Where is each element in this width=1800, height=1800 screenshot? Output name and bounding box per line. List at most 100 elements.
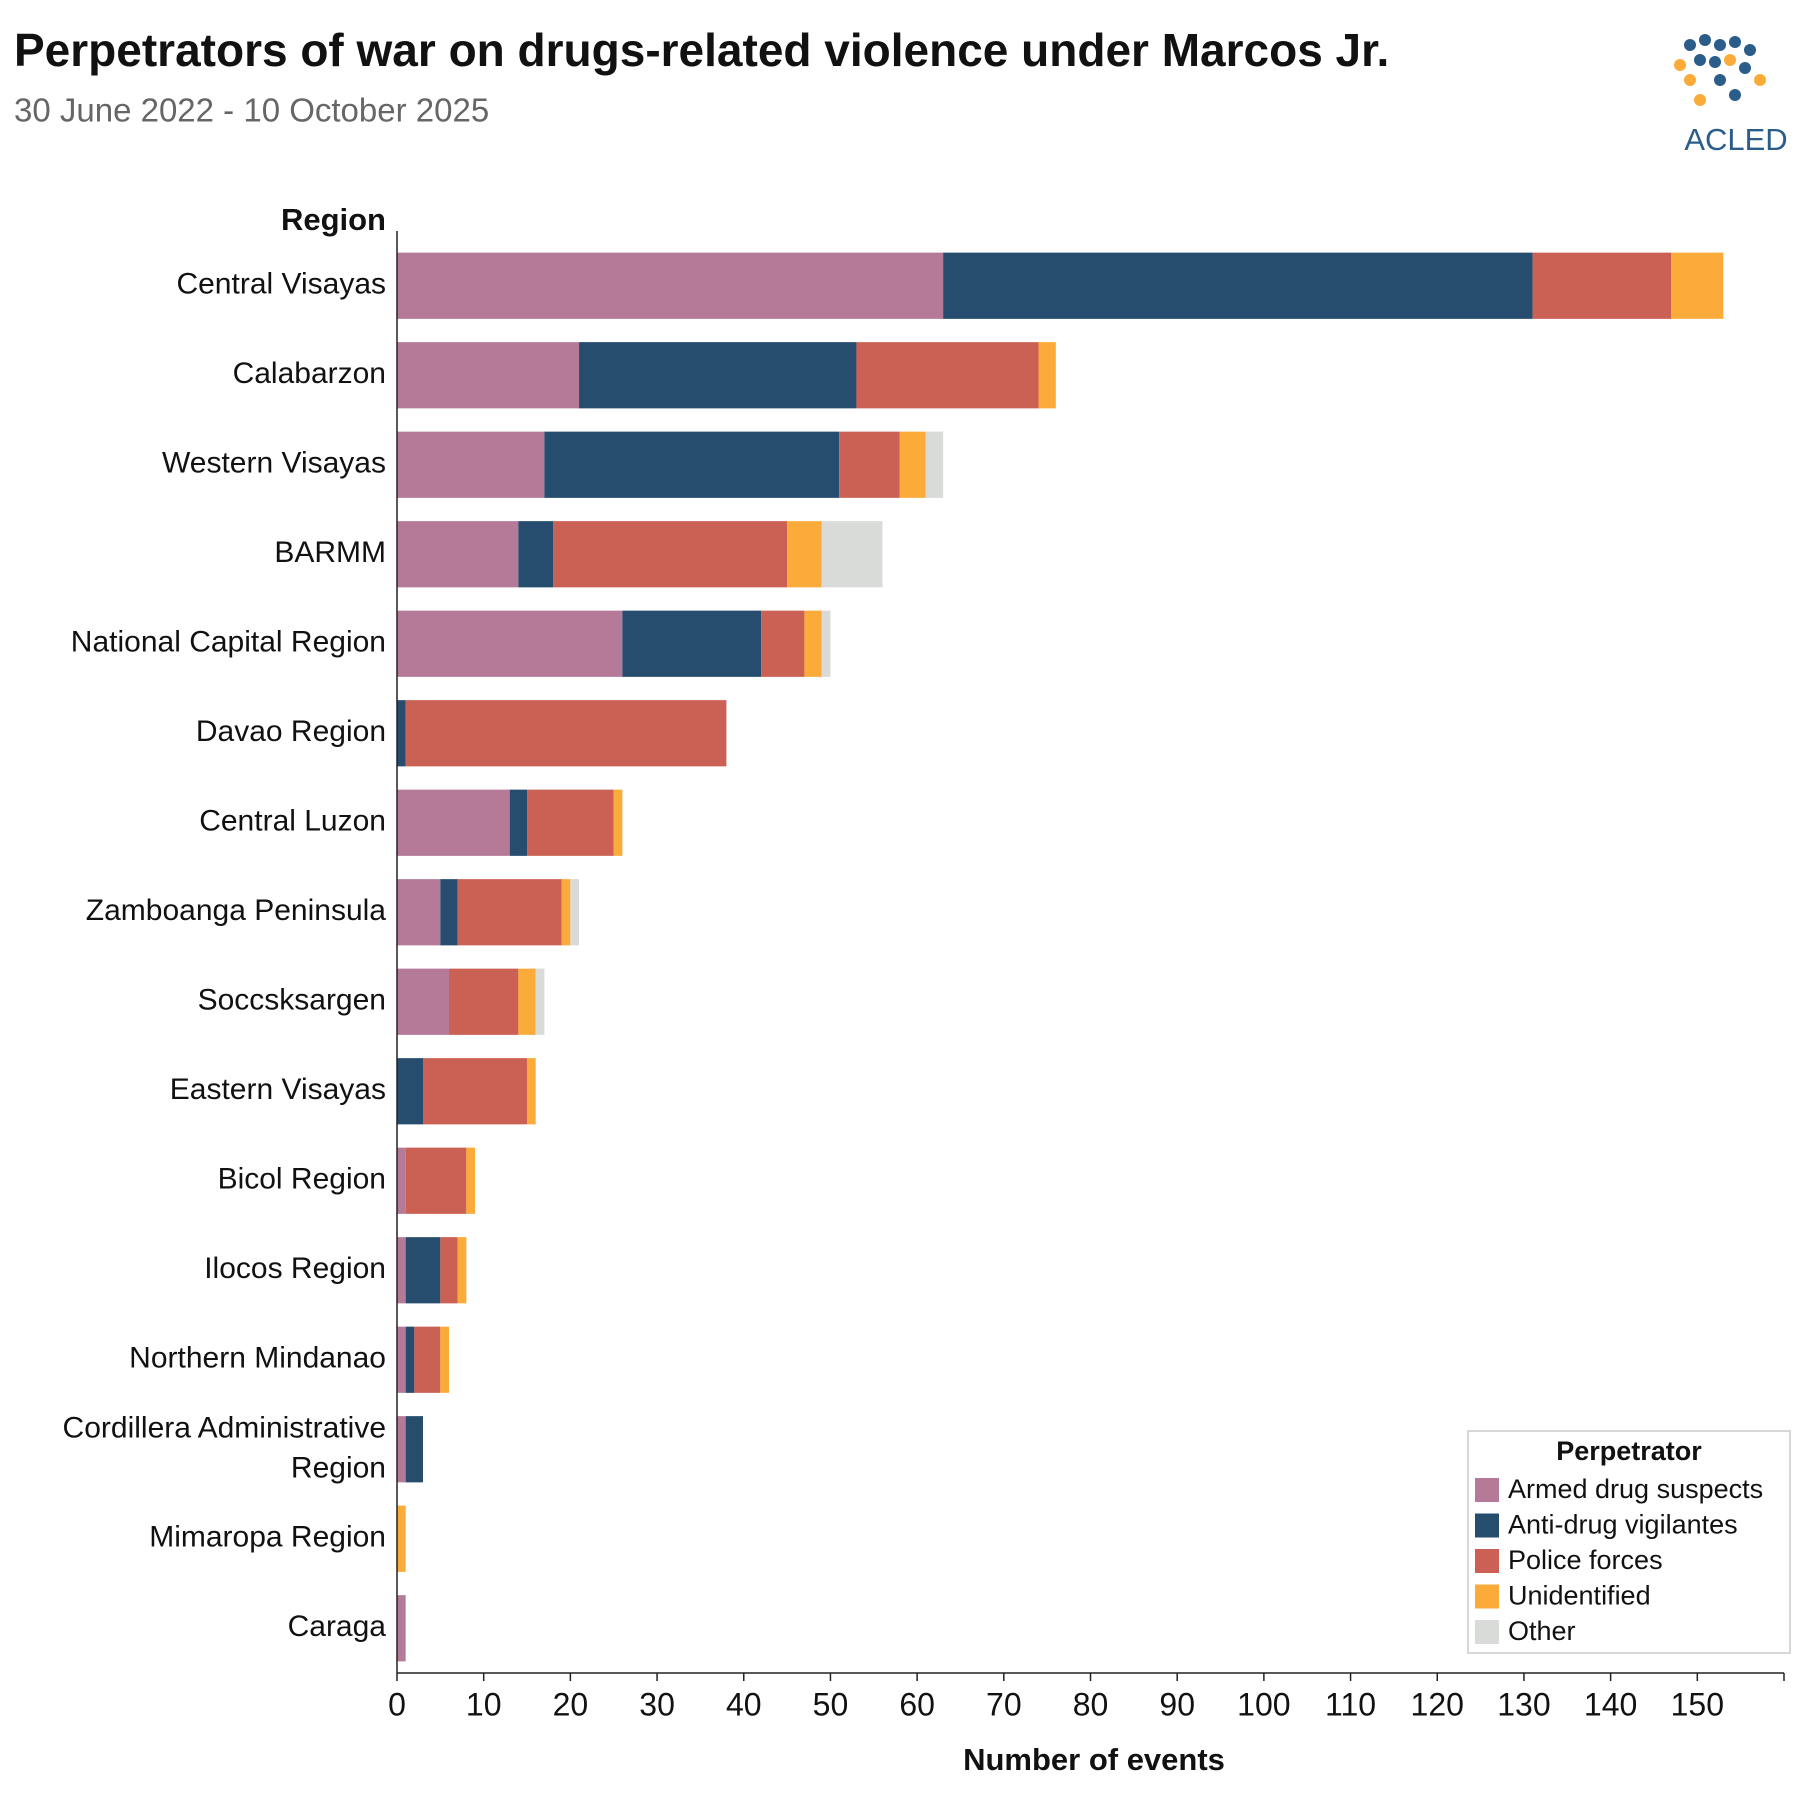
bar-segment	[397, 342, 580, 409]
legend: Perpetrator Armed drug suspects Anti-drug …	[1467, 1430, 1791, 1654]
bar-segment	[613, 789, 623, 856]
y-axis-title: Region	[281, 202, 386, 237]
bar-segment	[787, 521, 822, 588]
bar-segment	[423, 1058, 528, 1125]
bar-segment	[570, 879, 580, 946]
x-tick-label: 120	[1411, 1686, 1464, 1722]
legend-label: Police forces	[1508, 1545, 1663, 1575]
bar-segment	[440, 879, 458, 946]
x-tick-label: 150	[1671, 1686, 1724, 1722]
bar-segment	[397, 879, 441, 946]
bar-segment	[397, 968, 450, 1035]
bar-segment	[466, 1147, 476, 1214]
x-tick-label: 90	[1159, 1686, 1195, 1722]
bar-segment	[397, 521, 519, 588]
bar-segment	[405, 700, 727, 767]
y-tick-label: Central Luzon	[199, 805, 386, 838]
logo	[1674, 34, 1766, 106]
bar-segment	[397, 610, 623, 677]
x-tick-label: 40	[726, 1686, 762, 1722]
bar-segment	[1038, 342, 1056, 409]
bar-segment	[1532, 252, 1672, 319]
logo-dot	[1699, 34, 1711, 46]
bar-segment	[856, 342, 1039, 409]
logo-dot	[1714, 74, 1726, 86]
logo-dot	[1729, 36, 1741, 48]
bar-segment	[518, 521, 554, 588]
bar-segment	[397, 700, 406, 767]
y-tick-label: Calabarzon	[233, 357, 386, 390]
y-tick-label: Central Visayas	[176, 268, 386, 301]
bar-segment	[397, 1326, 406, 1393]
legend-title: Perpetrator	[1556, 1436, 1702, 1466]
logo-dot	[1684, 39, 1696, 51]
bar-segment	[405, 1147, 467, 1214]
y-tick-label: Ilocos Region	[204, 1252, 386, 1285]
bar-segment	[397, 1237, 406, 1304]
legend-swatch	[1475, 1549, 1499, 1573]
bar-segment	[509, 789, 528, 856]
logo-dot	[1714, 39, 1726, 51]
bar-segment	[899, 431, 926, 498]
bar-segment	[925, 431, 944, 498]
legend-label: Armed drug suspects	[1508, 1474, 1763, 1504]
legend-swatch	[1475, 1620, 1499, 1644]
logo-dot	[1684, 74, 1696, 86]
bar-segment	[397, 1505, 406, 1572]
bar-segment	[535, 968, 545, 1035]
bar-segment	[414, 1326, 441, 1393]
logo-text: ACLED	[1684, 122, 1787, 157]
bar-segment	[449, 968, 519, 1035]
y-tick-label: Zamboanga Peninsula	[86, 894, 387, 927]
bar-segment	[397, 1595, 406, 1662]
chart-title: Perpetrators of war on drugs-related vio…	[14, 24, 1389, 76]
logo-dot	[1739, 62, 1751, 74]
logo-dot	[1674, 59, 1686, 71]
chart-subtitle: 30 June 2022 - 10 October 2025	[14, 92, 489, 129]
bar-segment	[761, 610, 805, 677]
legend-box	[1467, 1430, 1791, 1654]
x-tick-label: 50	[813, 1686, 849, 1722]
x-tick-label: 110	[1325, 1686, 1376, 1722]
bar-segment	[405, 1326, 415, 1393]
bar-segment	[405, 1416, 424, 1483]
bar-segment	[457, 1237, 467, 1304]
x-tick-label: 10	[466, 1686, 502, 1722]
y-tick-label: Mimaropa Region	[149, 1521, 386, 1554]
bar-segment	[397, 252, 944, 319]
bar-segment	[804, 610, 822, 677]
logo-dot	[1744, 44, 1756, 56]
x-tick-label: 140	[1584, 1686, 1637, 1722]
bar-segment	[457, 879, 562, 946]
x-tick-label: 100	[1237, 1686, 1290, 1722]
bar-segment	[405, 1237, 441, 1304]
bar-segment	[397, 1147, 406, 1214]
y-tick-label: Bicol Region	[218, 1163, 386, 1196]
bar-segment	[518, 968, 536, 1035]
logo-dot	[1754, 74, 1766, 86]
bar-segment	[579, 342, 857, 409]
bar-segment	[553, 521, 788, 588]
logo-dot	[1694, 94, 1706, 106]
legend-label: Anti-drug vigilantes	[1508, 1510, 1738, 1540]
logo-dot	[1724, 54, 1736, 66]
y-tick-label: Eastern Visayas	[170, 1073, 386, 1106]
y-tick-label: Davao Region	[196, 715, 386, 748]
bar-segment	[397, 431, 545, 498]
y-tick-label: Cordillera Administrative Region	[63, 1411, 386, 1484]
bar-segment	[527, 1058, 536, 1125]
x-tick-label: 0	[388, 1686, 406, 1722]
logo-dot	[1709, 56, 1721, 68]
logo-dot	[1729, 89, 1741, 101]
legend-swatch	[1475, 1478, 1499, 1502]
y-tick-label: Caraga	[288, 1610, 387, 1643]
bar-segment	[544, 431, 840, 498]
bar-segment	[821, 521, 883, 588]
x-tick-label: 60	[899, 1686, 935, 1722]
x-axis-title: Number of events	[963, 1742, 1225, 1777]
bar-segment	[397, 789, 510, 856]
y-tick-label: Western Visayas	[162, 447, 386, 480]
legend-label: Unidentified	[1508, 1581, 1651, 1611]
legend-swatch	[1475, 1584, 1499, 1609]
